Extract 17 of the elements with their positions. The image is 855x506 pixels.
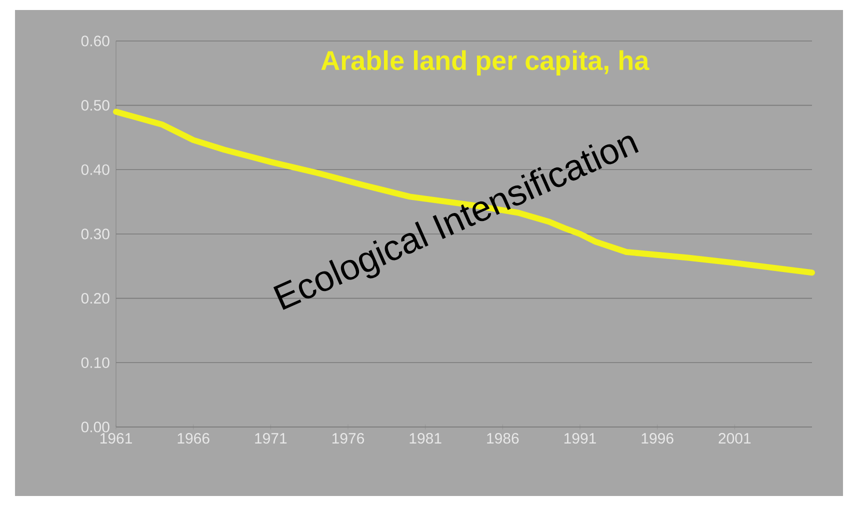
x-tick-label: 2001 [718, 433, 751, 444]
y-tick-label: 0.50 [81, 100, 110, 111]
y-tick-label: 0.20 [81, 293, 110, 304]
y-tick-label: 0.30 [81, 228, 110, 240]
x-tick-label: 1966 [178, 433, 210, 444]
x-tick-label: 1981 [410, 433, 442, 444]
x-tick-label: 1961 [100, 433, 132, 444]
y-tick-label: 0.10 [81, 357, 110, 368]
chart-title: Arable land per capita, ha [321, 50, 650, 76]
y-tick-label: 0.40 [81, 164, 110, 175]
x-tick-label: 1996 [642, 433, 674, 444]
x-tick-label: 1971 [255, 433, 287, 444]
x-tick-label: 1991 [564, 433, 596, 444]
y-tick-label: 0.60 [81, 36, 110, 46]
y-tick-label: 0.00 [81, 422, 110, 432]
x-tick-label: 1976 [332, 433, 364, 444]
x-tick-label: 1986 [487, 433, 519, 444]
